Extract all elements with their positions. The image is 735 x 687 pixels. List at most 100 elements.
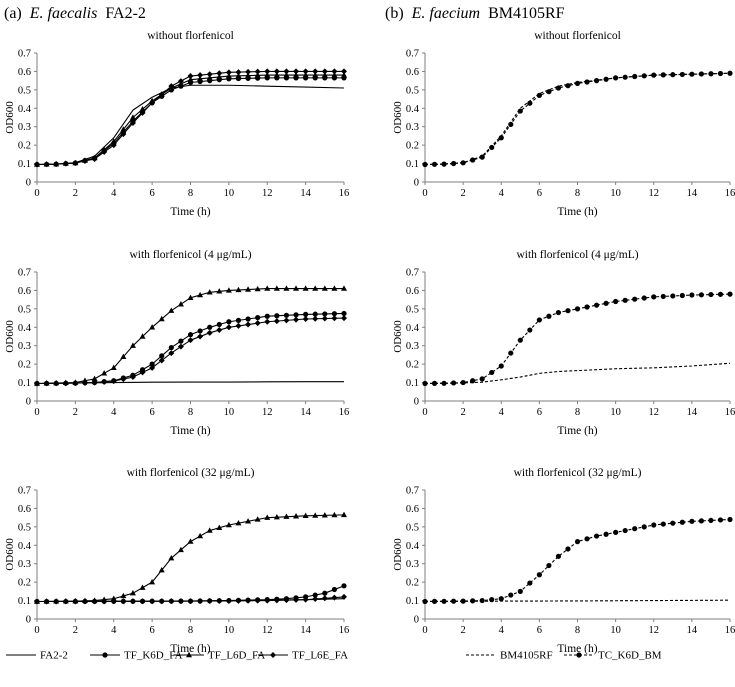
x-axis-label: Time (h) [557, 425, 597, 437]
data-point [206, 71, 213, 78]
data-point [226, 319, 232, 325]
data-point [441, 598, 447, 604]
x-tick-label: 12 [649, 407, 660, 418]
data-point [158, 91, 165, 98]
data-point [622, 297, 628, 303]
data-point [187, 294, 194, 300]
data-point [177, 343, 184, 350]
data-point [293, 316, 300, 323]
legend-label: TF_K6D_FA [124, 650, 183, 662]
data-point [274, 313, 280, 319]
data-point [101, 378, 108, 385]
data-point [593, 78, 600, 84]
data-point [651, 522, 657, 528]
data-point [632, 296, 638, 302]
data-point [479, 154, 485, 160]
data-point [206, 289, 213, 295]
data-point [727, 291, 733, 297]
data-point [245, 321, 252, 328]
data-point [555, 553, 562, 559]
data-point [197, 72, 204, 79]
data-point [139, 369, 146, 376]
x-tick-label: 4 [499, 188, 505, 199]
data-point [225, 287, 232, 293]
data-point [331, 71, 338, 78]
data-point [273, 597, 280, 604]
data-point [81, 598, 88, 605]
data-point [341, 315, 347, 322]
data-point [62, 160, 69, 167]
y-tick-label: 0.2 [18, 141, 31, 152]
legend-label: BM4105RF [500, 650, 553, 662]
series-TF_L6E_FA [34, 315, 347, 387]
y-axis-label: OD600 [392, 538, 404, 571]
data-point [321, 285, 328, 291]
series-TF_K6D_FA [34, 310, 347, 387]
x-tick-label: 8 [575, 407, 580, 418]
data-point [235, 317, 242, 323]
series-line [424, 72, 731, 166]
y-tick-label: 0.2 [18, 360, 31, 371]
data-point [670, 72, 676, 78]
data-point [149, 578, 156, 585]
data-point [139, 333, 146, 339]
y-tick-label: 0 [26, 178, 31, 189]
series-line [36, 317, 345, 385]
data-point [293, 285, 300, 291]
data-point [149, 361, 155, 367]
data-point [216, 327, 223, 334]
x-tick-label: 0 [34, 407, 39, 418]
x-tick-label: 12 [262, 407, 273, 418]
data-point [264, 597, 271, 604]
data-point [536, 317, 542, 323]
data-point [584, 79, 590, 85]
data-point [34, 161, 40, 168]
data-point [479, 597, 485, 604]
data-point [527, 327, 533, 333]
data-point [72, 160, 79, 167]
data-point [717, 291, 724, 297]
y-tick-label: 0.2 [406, 141, 419, 152]
data-point [216, 288, 223, 294]
series-TF_L6D_FA [34, 285, 347, 386]
x-tick-label: 16 [339, 188, 350, 199]
data-point [187, 332, 194, 338]
chart-title: without florfenicol [534, 30, 621, 42]
data-point [110, 595, 117, 601]
x-tick-label: 2 [73, 625, 78, 636]
data-point [197, 333, 204, 340]
chart-title: without florfenicol [147, 30, 234, 42]
panel-a-species: E. faecalis [29, 5, 98, 22]
data-point [312, 68, 319, 75]
y-tick-label: 0.5 [18, 304, 31, 315]
data-point [517, 108, 523, 114]
data-point [197, 75, 204, 81]
data-point [302, 512, 309, 518]
data-point [283, 68, 290, 75]
data-point [546, 313, 552, 319]
data-point [177, 78, 184, 85]
data-point [708, 291, 714, 298]
data-point [254, 72, 261, 78]
data-point [508, 592, 514, 598]
series-FA2-2 [36, 84, 345, 166]
x-tick-label: 4 [111, 625, 117, 636]
x-tick-label: 2 [461, 188, 466, 199]
data-point [651, 294, 657, 300]
series-TC_K6D_BM [422, 70, 733, 168]
data-point [110, 364, 117, 371]
data-point [536, 572, 542, 578]
chart-b1: without florfenicol 0 0.1 0.2 0.3 0.4 0.5 0.6 0.… [392, 30, 735, 218]
data-point [120, 598, 127, 605]
data-point [613, 298, 619, 305]
data-point [245, 68, 252, 75]
x-tick-label: 16 [725, 407, 735, 418]
series-line [424, 72, 731, 166]
data-point [139, 584, 146, 590]
data-point [470, 378, 476, 384]
data-point [235, 322, 242, 329]
series-line [424, 362, 731, 385]
series-BM4105RF [424, 362, 731, 385]
y-tick-label: 0.3 [406, 341, 419, 352]
y-tick-label: 0 [26, 397, 31, 408]
